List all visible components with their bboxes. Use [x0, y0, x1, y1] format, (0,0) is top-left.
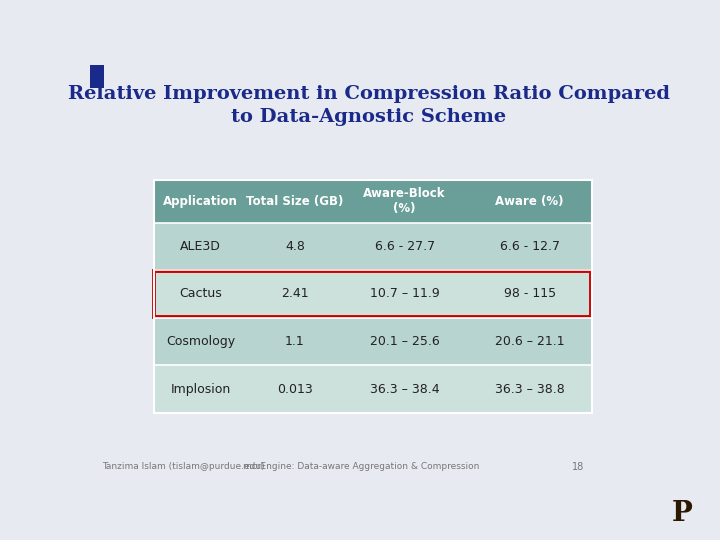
Text: Relative Improvement in Compression Ratio Compared: Relative Improvement in Compression Rati…: [68, 85, 670, 103]
Text: 20.1 – 25.6: 20.1 – 25.6: [370, 335, 439, 348]
FancyBboxPatch shape: [153, 270, 593, 318]
Text: mcrEngine: Data-aware Aggregation & Compression: mcrEngine: Data-aware Aggregation & Comp…: [243, 462, 480, 471]
Text: 4.8: 4.8: [285, 240, 305, 253]
FancyBboxPatch shape: [153, 180, 593, 222]
Text: 18: 18: [572, 462, 585, 472]
Text: Cactus: Cactus: [179, 287, 222, 300]
Text: ALE3D: ALE3D: [180, 240, 221, 253]
Text: 2.41: 2.41: [282, 287, 309, 300]
Text: Cosmology: Cosmology: [166, 335, 235, 348]
Text: Aware-Block
(%): Aware-Block (%): [364, 187, 446, 215]
Text: 0.013: 0.013: [277, 382, 313, 396]
Text: Application: Application: [163, 195, 238, 208]
Text: 36.3 – 38.4: 36.3 – 38.4: [370, 382, 439, 396]
FancyBboxPatch shape: [153, 222, 593, 270]
Text: Tanzima Islam (tislam@purdue.edu): Tanzima Islam (tislam@purdue.edu): [102, 462, 264, 471]
FancyBboxPatch shape: [153, 365, 593, 413]
Text: to Data-Agnostic Scheme: to Data-Agnostic Scheme: [231, 108, 507, 126]
Text: Aware (%): Aware (%): [495, 195, 564, 208]
Text: 20.6 – 21.1: 20.6 – 21.1: [495, 335, 564, 348]
FancyBboxPatch shape: [90, 65, 104, 88]
Text: 10.7 – 11.9: 10.7 – 11.9: [370, 287, 439, 300]
Text: Total Size (GB): Total Size (GB): [246, 195, 343, 208]
FancyBboxPatch shape: [153, 318, 593, 365]
Text: 6.6 - 12.7: 6.6 - 12.7: [500, 240, 559, 253]
Text: 36.3 – 38.8: 36.3 – 38.8: [495, 382, 564, 396]
Text: P: P: [672, 501, 693, 528]
Text: 98 - 115: 98 - 115: [503, 287, 556, 300]
Text: 1.1: 1.1: [285, 335, 305, 348]
Text: Implosion: Implosion: [171, 382, 231, 396]
Text: 6.6 - 27.7: 6.6 - 27.7: [374, 240, 435, 253]
